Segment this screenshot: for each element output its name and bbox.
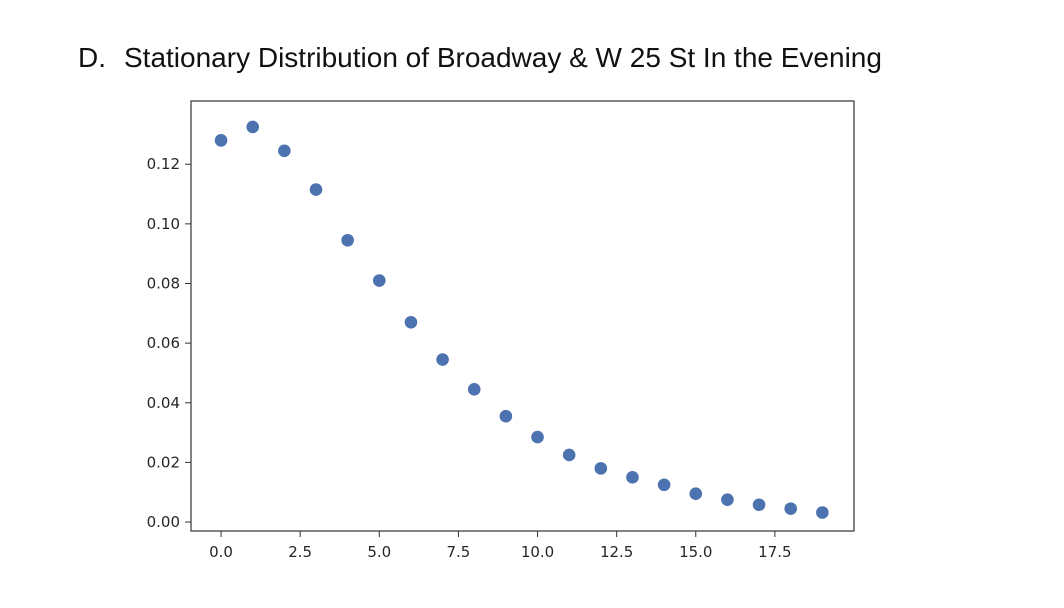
y-tick-label: 0.02 — [147, 453, 180, 471]
data-point — [816, 506, 829, 519]
y-tick-label: 0.00 — [147, 513, 180, 531]
data-point — [784, 502, 798, 515]
data-point — [752, 498, 766, 512]
figure-heading: D. Stationary Distribution of Broadway & … — [78, 42, 882, 74]
data-point — [626, 471, 639, 484]
data-point — [721, 493, 734, 506]
data-point — [467, 383, 481, 396]
y-tick-label: 0.12 — [147, 155, 180, 173]
data-points — [214, 120, 829, 519]
data-point — [341, 233, 354, 247]
data-point — [278, 144, 291, 158]
data-point — [372, 274, 386, 287]
data-point — [594, 462, 608, 475]
data-point — [499, 409, 513, 423]
x-tick-label: 15.0 — [679, 543, 712, 561]
x-tick-label: 0.0 — [209, 543, 233, 561]
x-tick-label: 7.5 — [446, 543, 470, 561]
y-axis: 0.00 0.02 0.04 0.06 0.08 0.10 0.12 — [147, 155, 191, 531]
y-tick-label: 0.08 — [147, 274, 180, 292]
y-tick-label: 0.04 — [147, 394, 180, 412]
y-tick-label: 0.06 — [147, 334, 180, 352]
plot-area-frame — [190, 100, 855, 532]
x-tick-label: 2.5 — [288, 543, 312, 561]
data-point — [531, 430, 544, 444]
figure-heading-text: Stationary Distribution of Broadway & W … — [124, 42, 882, 73]
data-point — [309, 183, 323, 196]
data-point — [436, 353, 449, 366]
figure-marker: D. — [78, 42, 106, 73]
x-tick-label: 17.5 — [758, 543, 791, 561]
data-point — [214, 134, 228, 147]
x-axis: 0.0 2.5 5.0 7.5 10.0 12.5 15.0 17.5 — [209, 531, 792, 561]
data-point — [562, 448, 576, 462]
y-tick-label: 0.10 — [147, 215, 180, 233]
x-tick-label: 5.0 — [367, 543, 391, 561]
x-tick-label: 12.5 — [600, 543, 633, 561]
data-point — [689, 487, 703, 501]
data-point — [657, 478, 671, 492]
data-point — [404, 315, 418, 329]
x-tick-label: 10.0 — [521, 543, 554, 561]
data-point — [246, 120, 260, 134]
